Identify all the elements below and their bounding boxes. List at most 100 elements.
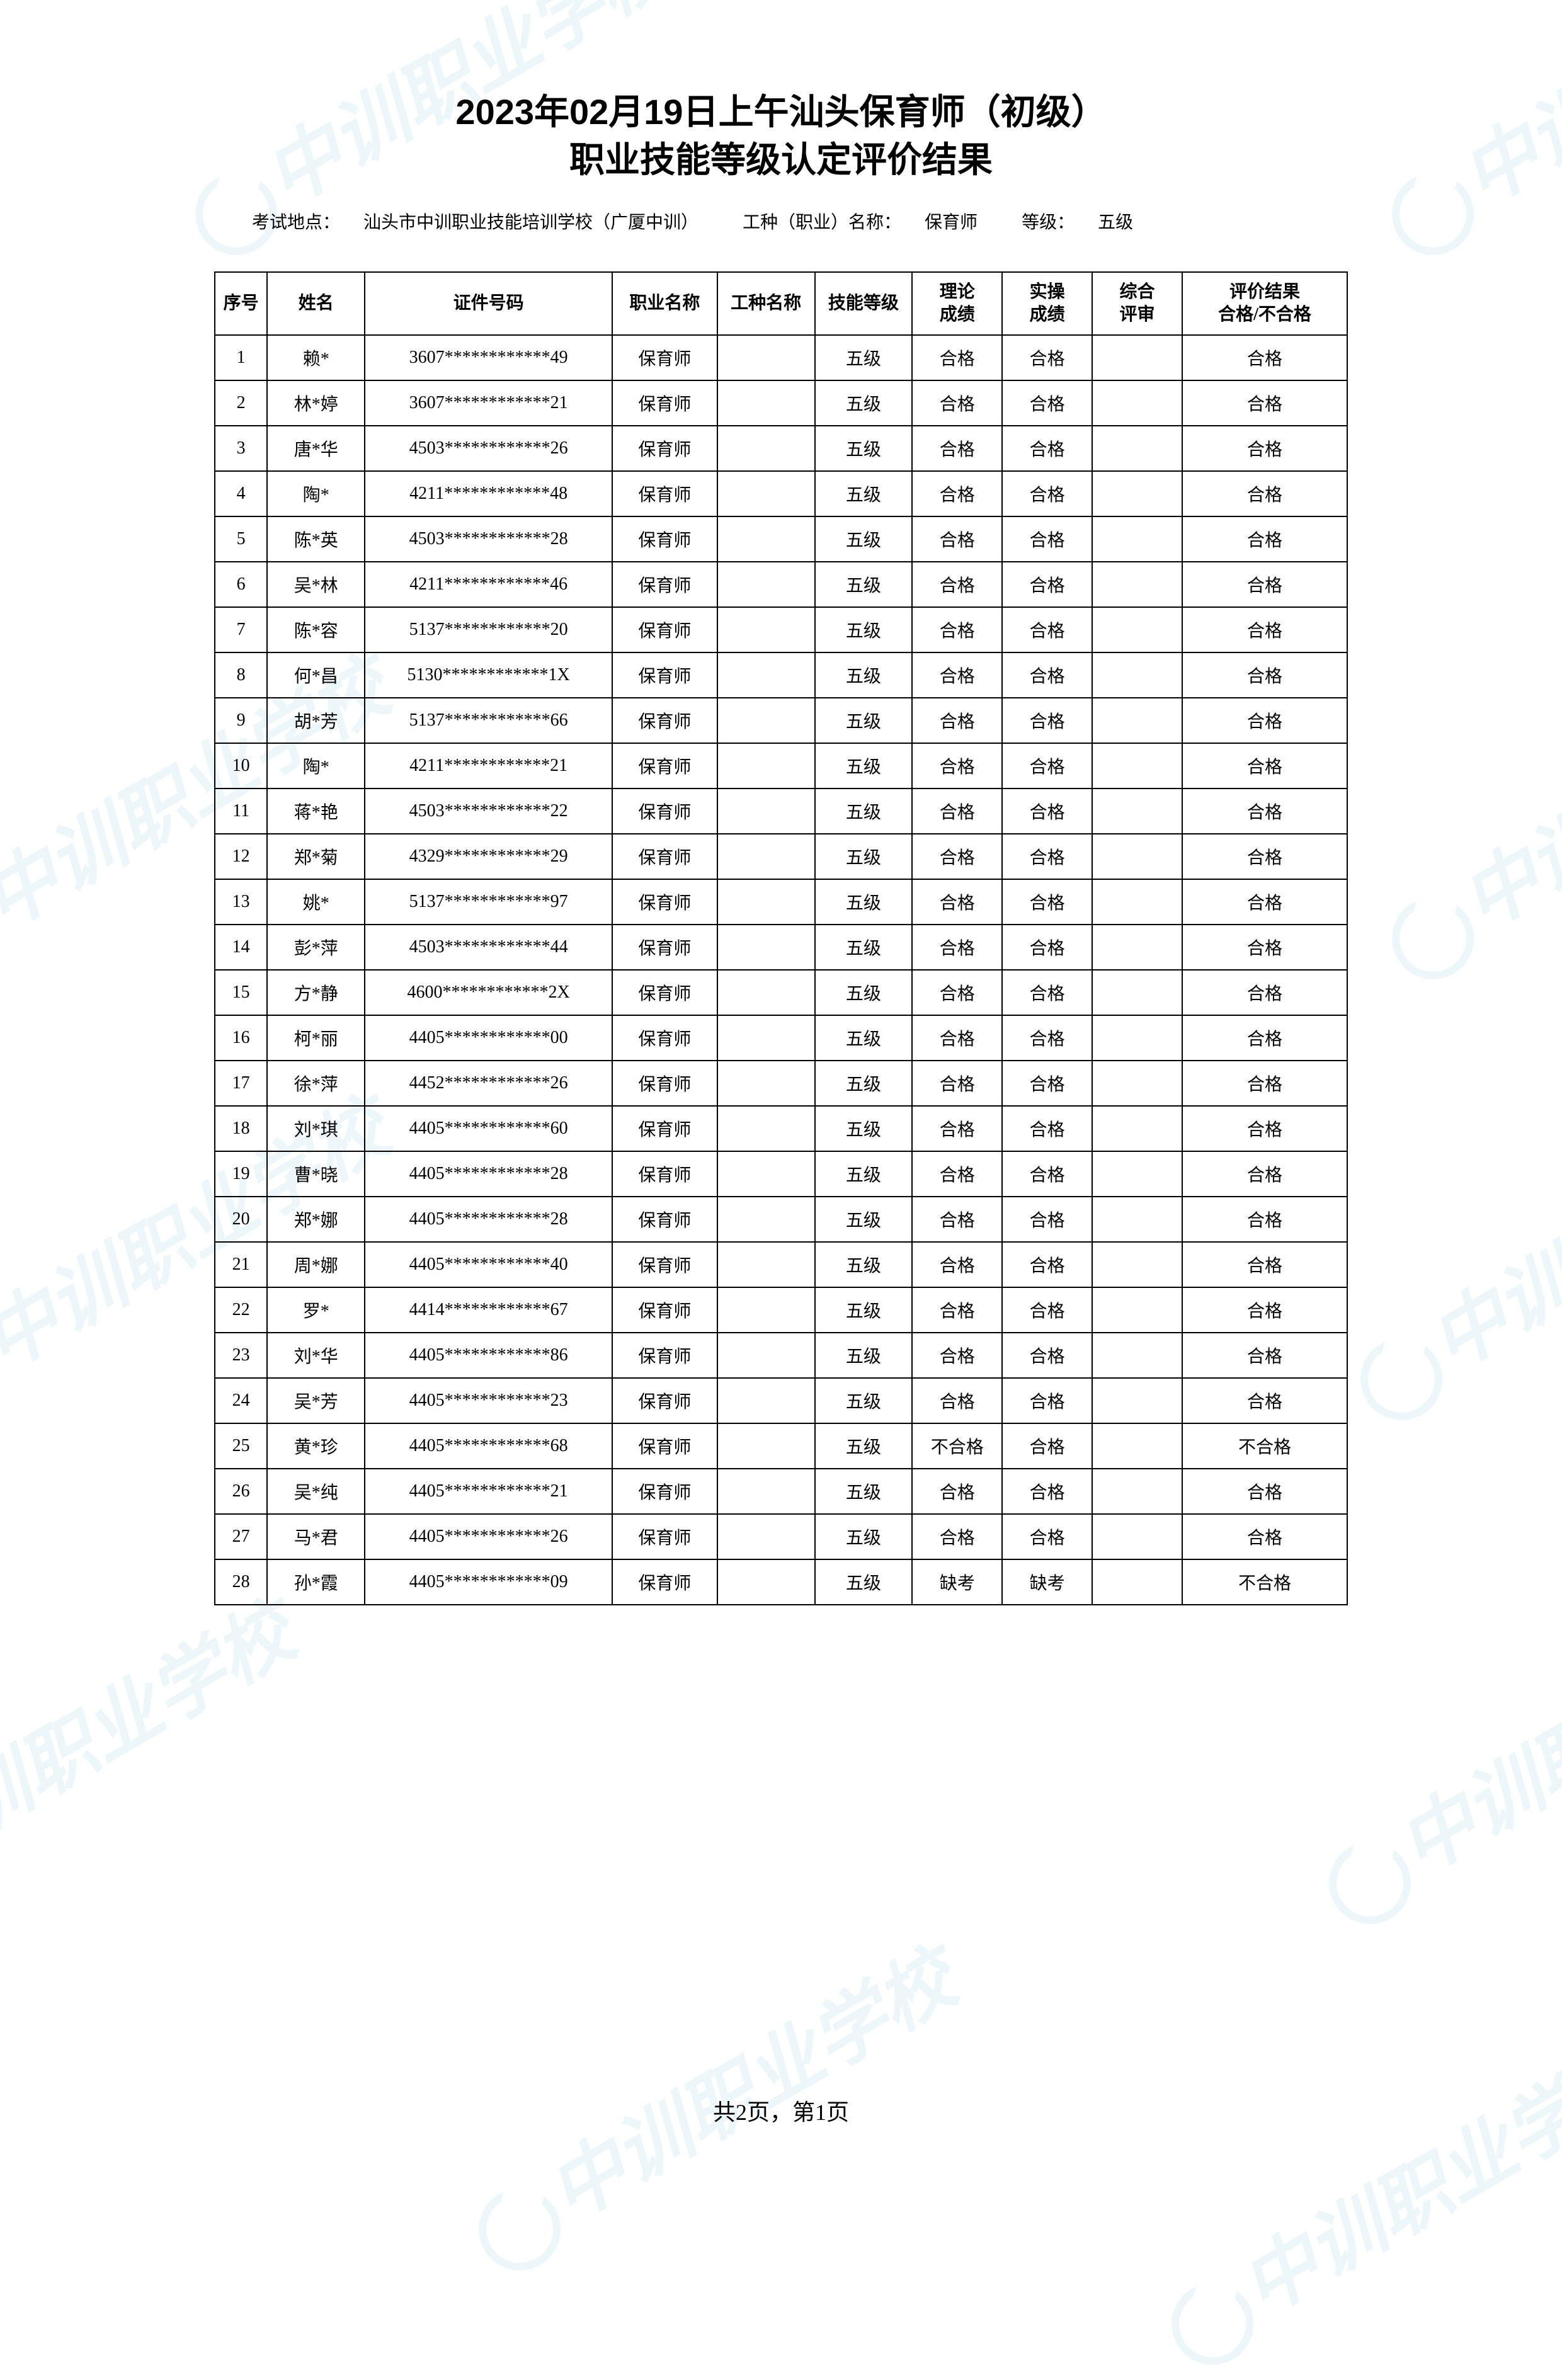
table-cell: 19 <box>215 1151 267 1197</box>
table-row: 23刘*华4405************86保育师五级合格合格合格 <box>215 1333 1347 1378</box>
table-row: 5陈*英4503************28保育师五级合格合格合格 <box>215 516 1347 562</box>
table-cell <box>1092 335 1182 380</box>
table-cell: 合格 <box>1002 652 1092 698</box>
table-cell: 保育师 <box>612 970 717 1015</box>
table-cell: 保育师 <box>612 1106 717 1151</box>
table-cell: 合格 <box>1182 834 1347 879</box>
table-cell: 合格 <box>1182 879 1347 925</box>
table-header-cell: 评价结果合格/不合格 <box>1182 272 1347 335</box>
table-row: 26吴*纯4405************21保育师五级合格合格合格 <box>215 1469 1347 1514</box>
table-cell: 不合格 <box>1182 1423 1347 1469</box>
table-cell: 曹*晓 <box>267 1151 365 1197</box>
table-cell: 五级 <box>815 1197 913 1242</box>
table-cell: 保育师 <box>612 380 717 426</box>
table-cell: 3607************21 <box>365 380 612 426</box>
table-cell: 合格 <box>1002 1015 1092 1061</box>
table-cell: 五级 <box>815 1242 913 1287</box>
table-cell: 刘*琪 <box>267 1106 365 1151</box>
table-cell: 何*昌 <box>267 652 365 698</box>
table-cell: 保育师 <box>612 1333 717 1378</box>
table-cell: 保育师 <box>612 698 717 743</box>
table-cell: 保育师 <box>612 743 717 789</box>
table-cell: 4211************21 <box>365 743 612 789</box>
table-cell: 10 <box>215 743 267 789</box>
info-job: 工种（职业）名称： 保育师 <box>743 208 978 234</box>
table-row: 13姚*5137************97保育师五级合格合格合格 <box>215 879 1347 925</box>
table-cell: 五级 <box>815 380 913 426</box>
table-cell <box>1092 1423 1182 1469</box>
table-cell: 赖* <box>267 335 365 380</box>
table-cell <box>717 516 815 562</box>
table-cell <box>1092 1287 1182 1333</box>
watermark: 中训职业学校 <box>1299 1573 1562 1939</box>
table-header-cell: 工种名称 <box>717 272 815 335</box>
table-cell <box>1092 1559 1182 1605</box>
table-row: 21周*娜4405************40保育师五级合格合格合格 <box>215 1242 1347 1287</box>
table-cell: 合格 <box>1182 652 1347 698</box>
table-cell: 五级 <box>815 471 913 516</box>
table-cell: 合格 <box>1002 380 1092 426</box>
table-cell: 合格 <box>1002 834 1092 879</box>
table-row: 7陈*容5137************20保育师五级合格合格合格 <box>215 607 1347 652</box>
table-cell: 保育师 <box>612 516 717 562</box>
table-cell: 黄*珍 <box>267 1423 365 1469</box>
table-cell: 方*静 <box>267 970 365 1015</box>
table-cell <box>1092 834 1182 879</box>
table-row: 28孙*霞4405************09保育师五级缺考缺考不合格 <box>215 1559 1347 1605</box>
table-cell: 合格 <box>1002 1106 1092 1151</box>
table-cell <box>1092 789 1182 834</box>
table-header-cell: 姓名 <box>267 272 365 335</box>
table-header-cell: 技能等级 <box>815 272 913 335</box>
table-cell: 五级 <box>815 789 913 834</box>
table-cell: 五级 <box>815 1151 913 1197</box>
table-cell: 合格 <box>1182 1469 1347 1514</box>
info-job-value: 保育师 <box>925 213 978 232</box>
title-line-2: 职业技能等级认定评价结果 <box>214 136 1348 184</box>
table-cell: 保育师 <box>612 1469 717 1514</box>
table-cell: 合格 <box>1002 426 1092 471</box>
table-cell <box>717 1151 815 1197</box>
table-cell <box>717 562 815 607</box>
table-cell: 合格 <box>1002 1423 1092 1469</box>
table-cell: 22 <box>215 1287 267 1333</box>
table-cell: 4600************2X <box>365 970 612 1015</box>
table-cell: 五级 <box>815 1287 913 1333</box>
table-header-cell: 序号 <box>215 272 267 335</box>
table-cell: 合格 <box>1002 335 1092 380</box>
table-cell <box>1092 1015 1182 1061</box>
table-cell: 4405************21 <box>365 1469 612 1514</box>
table-cell <box>1092 1378 1182 1423</box>
table-cell <box>717 834 815 879</box>
table-cell: 15 <box>215 970 267 1015</box>
page-footer: 共2页，第1页 <box>0 2094 1562 2127</box>
exam-info: 考试地点： 汕头市中训职业技能培训学校（广厦中训） 工种（职业）名称： 保育师 … <box>214 208 1348 234</box>
table-cell: 合格 <box>1002 1333 1092 1378</box>
table-cell: 4405************40 <box>365 1242 612 1287</box>
table-cell: 吴*林 <box>267 562 365 607</box>
table-cell: 合格 <box>912 335 1002 380</box>
table-cell: 合格 <box>912 1378 1002 1423</box>
table-row: 27马*君4405************26保育师五级合格合格合格 <box>215 1514 1347 1559</box>
table-cell: 蒋*艳 <box>267 789 365 834</box>
table-cell <box>717 925 815 970</box>
table-cell <box>717 1287 815 1333</box>
table-cell: 保育师 <box>612 1559 717 1605</box>
table-cell: 合格 <box>1182 607 1347 652</box>
table-header-cell: 职业名称 <box>612 272 717 335</box>
table-row: 11蒋*艳4503************22保育师五级合格合格合格 <box>215 789 1347 834</box>
table-cell: 28 <box>215 1559 267 1605</box>
table-cell: 保育师 <box>612 652 717 698</box>
table-cell: 五级 <box>815 652 913 698</box>
table-cell <box>717 607 815 652</box>
table-cell: 合格 <box>1002 970 1092 1015</box>
table-cell: 五级 <box>815 562 913 607</box>
table-cell <box>717 1242 815 1287</box>
table-cell: 12 <box>215 834 267 879</box>
table-cell: 合格 <box>912 1106 1002 1151</box>
table-cell: 5137************20 <box>365 607 612 652</box>
table-cell: 合格 <box>912 1287 1002 1333</box>
table-cell: 陶* <box>267 743 365 789</box>
table-cell: 2 <box>215 380 267 426</box>
table-row: 6吴*林4211************46保育师五级合格合格合格 <box>215 562 1347 607</box>
table-row: 12郑*菊4329************29保育师五级合格合格合格 <box>215 834 1347 879</box>
